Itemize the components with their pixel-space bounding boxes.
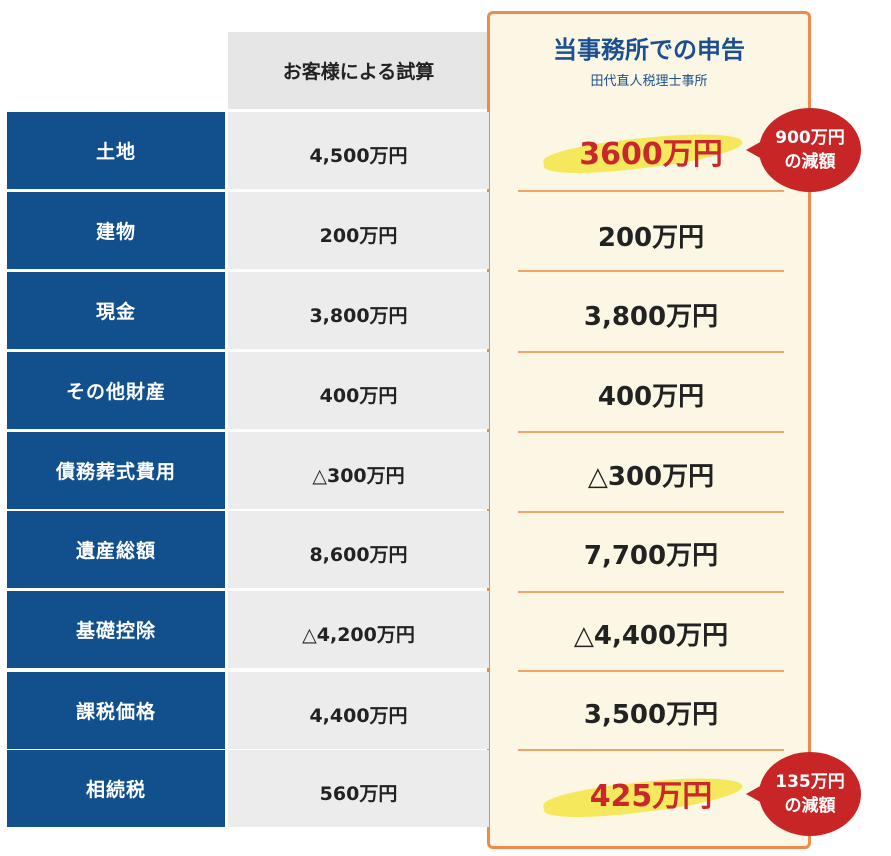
row-divider (518, 270, 784, 272)
office-value-estate-total: 7,700万円 (583, 541, 719, 571)
office-name: 田代直人税理士事所 (590, 74, 708, 89)
client-value-debts-funeral: △300万円 (228, 432, 489, 509)
row-divider (518, 431, 784, 433)
client-value-land: 4,500万円 (228, 112, 489, 189)
badge-pointer (746, 785, 762, 803)
row-divider (518, 749, 784, 751)
office-value-land: 3600万円 (579, 136, 723, 172)
client-value-cash: 3,800万円 (228, 272, 489, 349)
office-value-building: 200万円 (597, 223, 705, 253)
row-divider (518, 190, 784, 192)
row-label-other-assets: その他財産 (7, 352, 225, 429)
row-label-debts-funeral: 債務葬式費用 (7, 432, 225, 509)
badge-text: の減額 (784, 796, 836, 816)
office-value-taxable-value: 3,500万円 (583, 700, 719, 730)
office-value-basic-deduction: △4,400万円 (573, 621, 729, 651)
badge-pointer (746, 141, 762, 159)
client-value-taxable-value: 4,400万円 (228, 672, 489, 749)
row-divider (518, 591, 784, 593)
badge-amount: 900万円 (775, 128, 845, 148)
client-value-other-assets: 400万円 (228, 352, 489, 429)
row-divider (518, 511, 784, 513)
row-divider (518, 351, 784, 353)
client-value-building: 200万円 (228, 192, 489, 269)
row-label-inheritance-tax: 相続税 (7, 750, 225, 827)
office-value-debts-funeral: △300万円 (587, 462, 715, 492)
client-value-basic-deduction: △4,200万円 (228, 591, 489, 668)
row-label-land: 土地 (7, 112, 225, 189)
office-value-other-assets: 400万円 (597, 382, 705, 412)
row-label-basic-deduction: 基礎控除 (7, 591, 225, 668)
reduction-badge-tax: 135万円 の減額 (759, 752, 861, 836)
row-label-cash: 現金 (7, 272, 225, 349)
row-label-taxable-value: 課税価格 (7, 672, 225, 749)
client-value-inheritance-tax: 560万円 (228, 750, 489, 827)
badge-amount: 135万円 (775, 772, 845, 792)
client-value-estate-total: 8,600万円 (228, 511, 489, 588)
badge-text: の減額 (784, 152, 836, 172)
row-divider (518, 670, 784, 672)
client-estimate-header: お客様による試算 (228, 32, 489, 109)
reduction-badge-land: 900万円 の減額 (759, 108, 861, 192)
office-value-inheritance-tax: 425万円 (589, 778, 713, 814)
row-label-estate-total: 遺産総額 (7, 511, 225, 588)
row-label-building: 建物 (7, 192, 225, 269)
office-declaration-header: 当事務所での申告 (553, 36, 745, 64)
office-value-cash: 3,800万円 (583, 302, 719, 332)
